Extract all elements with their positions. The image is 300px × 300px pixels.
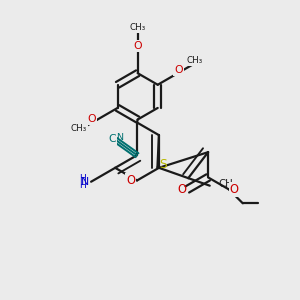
Text: O: O [133,41,142,51]
Text: CH₃: CH₃ [187,56,203,65]
Text: H: H [79,174,86,183]
Text: CH₃: CH₃ [70,124,87,133]
Text: H: H [79,181,86,190]
Text: C: C [109,134,116,144]
Text: O: O [230,183,239,196]
Text: CH₃: CH₃ [130,23,146,32]
Text: O: O [174,65,183,75]
Text: S: S [159,158,166,171]
Text: CH₃: CH₃ [218,179,237,190]
Text: O: O [126,174,135,187]
Text: O: O [88,114,96,124]
Text: O: O [178,183,187,196]
Text: N: N [81,177,89,187]
Text: N: N [116,134,123,142]
